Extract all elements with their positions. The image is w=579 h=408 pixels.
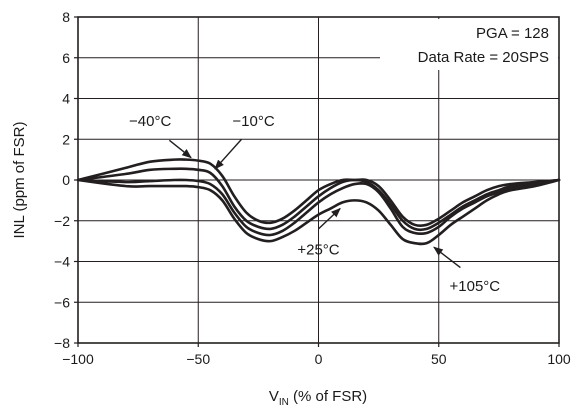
series-line-3: [76, 178, 561, 246]
annotation-label-0: −40°C: [129, 113, 171, 130]
legend-data-rate: Data Rate = 20SPS: [418, 49, 549, 66]
series-line-0: [76, 158, 561, 228]
y-tick-label: 4: [62, 91, 70, 107]
annotation-label-3: +105°C: [450, 278, 501, 295]
annotation-arrow-3: [433, 246, 461, 269]
annotation-arrow-2: [318, 207, 341, 230]
x-tick-label: 50: [431, 351, 447, 367]
y-axis-title: INL (ppm of FSR): [11, 122, 28, 239]
series-line-2: [76, 178, 561, 237]
x-axis-title-sub: IN: [279, 397, 289, 408]
x-axis-title: VIN (% of FSR): [269, 388, 367, 408]
series-line-1: [76, 167, 561, 232]
y-tick-label: −6: [54, 294, 70, 310]
annotation-arrow-1: [214, 138, 243, 170]
x-tick-label: 0: [315, 351, 323, 367]
y-tick-label: 0: [62, 172, 70, 188]
x-tick-label: 100: [547, 351, 571, 367]
x-axis-title-main: V: [269, 388, 279, 405]
x-tick-label: −100: [62, 351, 94, 367]
y-tick-label: 8: [62, 9, 70, 25]
y-tick-label: 2: [62, 131, 70, 147]
annotation-arrow-0: [168, 139, 192, 159]
y-tick-label: −4: [54, 254, 70, 270]
series-group: [76, 158, 561, 246]
legend-pga: PGA = 128: [476, 25, 549, 42]
y-tick-label: 6: [62, 50, 70, 66]
x-tick-label: −50: [186, 351, 210, 367]
y-tick-label: −8: [54, 335, 70, 351]
tick-labels: −100 −50 0 50 100 −8 −6 −4 −2 0 2 4 6 8: [54, 9, 571, 367]
annotation-label-1: −10°C: [232, 113, 274, 130]
legend-box: [380, 19, 558, 70]
annotation-label-2: +25°C: [297, 241, 339, 258]
x-axis-title-suffix: (% of FSR): [289, 388, 367, 405]
annotations: −40°C −10°C +25°C +105°C: [129, 113, 500, 295]
y-tick-label: −2: [54, 213, 70, 229]
